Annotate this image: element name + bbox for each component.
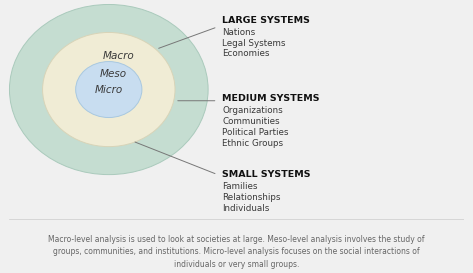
Text: SMALL SYSTEMS: SMALL SYSTEMS	[222, 170, 311, 179]
Text: Legal Systems: Legal Systems	[222, 39, 286, 48]
Ellipse shape	[43, 32, 175, 147]
Text: Communities: Communities	[222, 117, 280, 126]
Text: Ethnic Groups: Ethnic Groups	[222, 139, 283, 148]
Text: Political Parties: Political Parties	[222, 128, 289, 137]
Text: Meso: Meso	[100, 69, 127, 79]
Ellipse shape	[76, 61, 142, 117]
Text: Families: Families	[222, 182, 258, 191]
Text: Individuals: Individuals	[222, 204, 270, 213]
Text: Relationships: Relationships	[222, 193, 281, 202]
Text: Nations: Nations	[222, 28, 255, 37]
Text: Micro: Micro	[95, 85, 123, 94]
Text: LARGE SYSTEMS: LARGE SYSTEMS	[222, 16, 310, 25]
Text: Organizations: Organizations	[222, 106, 283, 115]
Text: Macro-level analysis is used to look at societies at large. Meso-level analysis : Macro-level analysis is used to look at …	[48, 235, 425, 269]
Text: MEDIUM SYSTEMS: MEDIUM SYSTEMS	[222, 94, 320, 103]
Text: Macro: Macro	[102, 51, 134, 61]
Text: Economies: Economies	[222, 49, 270, 58]
Ellipse shape	[9, 4, 208, 175]
